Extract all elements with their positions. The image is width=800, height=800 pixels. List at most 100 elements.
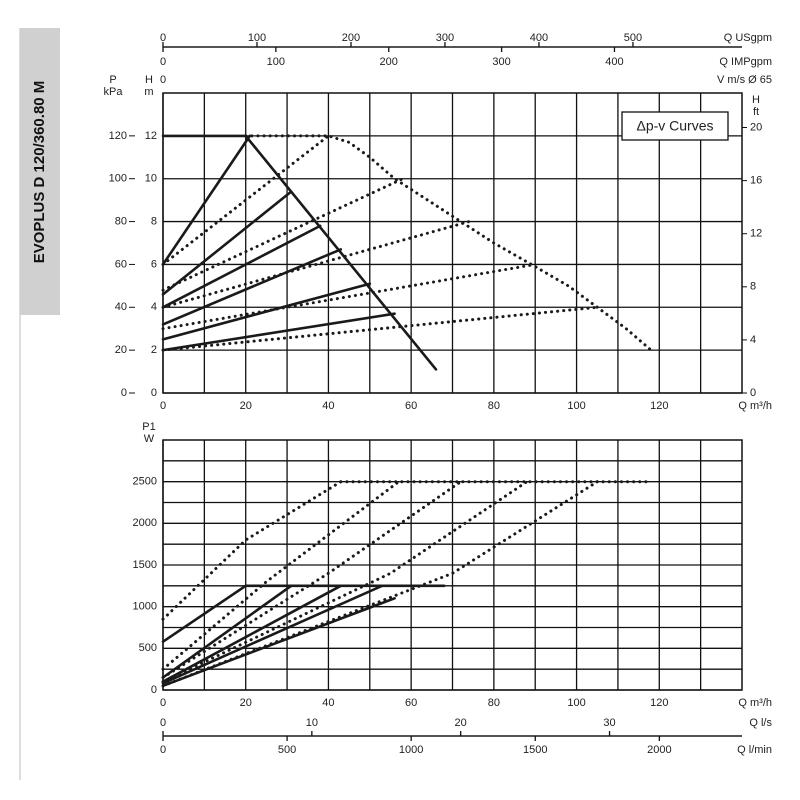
curve <box>161 480 401 671</box>
aux-tick-label: 1500 <box>523 744 547 756</box>
p-tick-label: 40 <box>115 301 127 313</box>
aux-tick-label: 0 <box>160 744 166 756</box>
curve <box>161 584 293 679</box>
x-tick-label: 40 <box>322 697 334 709</box>
y2-tick-label: 12 <box>750 228 762 240</box>
p-tick-label: 80 <box>115 215 127 227</box>
aux-tick-label: 300 <box>492 56 510 68</box>
side-banner <box>20 28 60 315</box>
aux-tick-label: 400 <box>530 32 548 44</box>
curve <box>161 584 343 683</box>
aux-tick-label: 30 <box>603 717 615 729</box>
y-tick-label: 1000 <box>133 601 157 613</box>
aux-tick-label: 0 <box>160 32 166 44</box>
p-axis-label: P <box>109 74 116 86</box>
aux-tick-label: 0 <box>160 717 166 729</box>
aux-axis-label: Q l/min <box>737 744 772 756</box>
aux-tick-label: 400 <box>605 56 623 68</box>
y-tick-label: 10 <box>145 173 157 185</box>
aux-tick-label: 0 <box>160 56 166 68</box>
y2-tick-label: 8 <box>750 281 756 293</box>
y-axis-label: P1 <box>142 421 155 433</box>
aux-tick-label: 300 <box>436 32 454 44</box>
y-tick-label: 4 <box>151 301 157 313</box>
y-tick-label: 0 <box>151 684 157 696</box>
y-tick-label: 2 <box>151 344 157 356</box>
curve <box>161 584 384 685</box>
curve <box>161 480 599 688</box>
y-axis-unit: W <box>144 433 155 445</box>
aux-tick-label: 500 <box>624 32 642 44</box>
y2-tick-label: 4 <box>750 334 756 346</box>
curve <box>161 220 471 309</box>
p-axis-unit: kPa <box>104 86 124 98</box>
x-axis-label: Q m³/h <box>738 400 772 412</box>
p-tick-label: 0 <box>121 387 127 399</box>
aux-tick-label: 1000 <box>399 744 423 756</box>
x-tick-label: 100 <box>567 400 585 412</box>
p-tick-label: 120 <box>109 130 127 142</box>
y-axis-unit: m <box>144 86 153 98</box>
x-tick-label: 80 <box>488 400 500 412</box>
y-tick-label: 8 <box>151 215 157 227</box>
x-tick-label: 20 <box>240 697 252 709</box>
y-tick-label: 500 <box>139 642 157 654</box>
aux-tick-label: 100 <box>267 56 285 68</box>
aux-tick-label: 0 <box>160 74 166 86</box>
curve <box>161 584 247 643</box>
p-tick-label: 100 <box>109 173 127 185</box>
x-tick-label: 120 <box>650 400 668 412</box>
curve <box>244 134 653 352</box>
x-axis-label: Q m³/h <box>738 697 772 709</box>
y2-tick-label: 20 <box>750 121 762 133</box>
side-label: EVOPLUS D 120/360.80 M <box>31 81 48 264</box>
x-tick-label: 80 <box>488 697 500 709</box>
x-tick-label: 120 <box>650 697 668 709</box>
aux-tick-label: 20 <box>455 717 467 729</box>
p-tick-label: 20 <box>115 344 127 356</box>
y-tick-label: 12 <box>145 130 157 142</box>
curve <box>161 177 405 292</box>
curve <box>161 134 330 266</box>
curve <box>161 480 343 621</box>
curve <box>161 190 293 296</box>
curve <box>161 248 343 326</box>
y2-axis-unit: ft <box>753 106 759 118</box>
y2-tick-label: 0 <box>750 387 756 399</box>
y-tick-label: 6 <box>151 258 157 270</box>
y-tick-label: 2500 <box>133 476 157 488</box>
y-tick-label: 2000 <box>133 517 157 529</box>
aux-tick-label: 10 <box>306 717 318 729</box>
aux-tick-label: 200 <box>380 56 398 68</box>
curve <box>161 480 463 679</box>
x-tick-label: 0 <box>160 400 166 412</box>
aux-axis-label: Q IMPgpm <box>719 56 772 68</box>
aux-axis-label: Q l/s <box>749 717 772 729</box>
x-tick-label: 100 <box>567 697 585 709</box>
aux-tick-label: 2000 <box>647 744 671 756</box>
x-tick-label: 0 <box>160 697 166 709</box>
y-tick-label: 1500 <box>133 559 157 571</box>
curve <box>161 480 529 684</box>
curve <box>161 312 396 352</box>
y-axis-label: H <box>145 74 153 86</box>
curve <box>161 305 599 352</box>
x-tick-label: 20 <box>240 400 252 412</box>
y2-tick-label: 16 <box>750 175 762 187</box>
x-tick-label: 60 <box>405 697 417 709</box>
aux-tick-label: 100 <box>248 32 266 44</box>
annotation-box <box>621 111 729 141</box>
aux-tick-label: 200 <box>342 32 360 44</box>
x-tick-label: 40 <box>322 400 334 412</box>
y2-axis-label: H <box>752 94 760 106</box>
p-tick-label: 60 <box>115 258 127 270</box>
y-tick-label: 0 <box>151 387 157 399</box>
aux-tick-label: 500 <box>278 744 296 756</box>
aux-axis-label: V m/s Ø 65 <box>717 74 772 86</box>
annotation: Δp-v Curves <box>636 118 713 134</box>
curve <box>161 134 252 266</box>
x-tick-label: 60 <box>405 400 417 412</box>
curve <box>161 262 537 331</box>
aux-axis-label: Q USgpm <box>724 32 772 44</box>
